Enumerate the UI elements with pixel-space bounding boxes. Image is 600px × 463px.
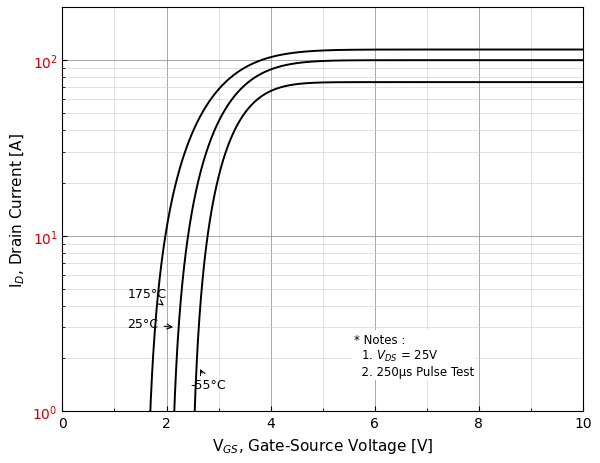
Text: 175°C: 175°C (127, 287, 166, 305)
Text: 25°C: 25°C (127, 318, 172, 331)
Text: -55°C: -55°C (190, 370, 226, 392)
Y-axis label: I$_D$, Drain Current [A]: I$_D$, Drain Current [A] (8, 132, 27, 287)
Text: * Notes :
  1. $V_{DS}$ = 25V
  2. 250μs Pulse Test: * Notes : 1. $V_{DS}$ = 25V 2. 250μs Pul… (354, 333, 474, 378)
X-axis label: V$_{GS}$, Gate-Source Voltage [V]: V$_{GS}$, Gate-Source Voltage [V] (212, 436, 433, 455)
